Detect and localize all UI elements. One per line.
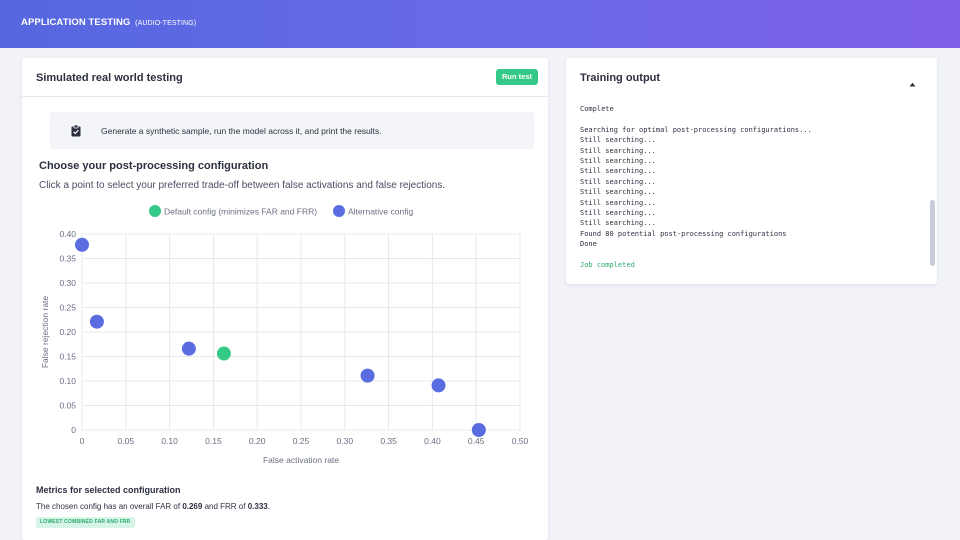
- x-tick-label: 0.25: [293, 436, 310, 446]
- info-box: Generate a synthetic sample, run the mod…: [50, 112, 534, 149]
- training-output-card: Training output Complete Searching for op…: [566, 58, 937, 284]
- alternative-config-point[interactable]: [89, 314, 104, 329]
- y-tick-label: 0.35: [59, 254, 76, 264]
- log-line: Found 80 potential post-processing confi…: [580, 229, 787, 238]
- frr-value: 0.333: [247, 502, 268, 511]
- x-tick-label: 0.20: [249, 436, 266, 446]
- log-line: [580, 114, 920, 124]
- y-tick-label: 0.40: [59, 229, 76, 239]
- y-tick-label: 0.15: [59, 352, 76, 362]
- caret-up-icon[interactable]: [909, 74, 916, 92]
- x-tick-label: 0.05: [118, 436, 135, 446]
- scatter-chart: 0 0.05 0.10 0.15 0.20 0.25 0.30 0.35 0.40 0.45 0.5…: [40, 229, 529, 465]
- alternative-config-point[interactable]: [181, 341, 196, 356]
- x-tick-label: 0.10: [161, 436, 178, 446]
- log-line: [580, 249, 920, 259]
- default-config-point[interactable]: [216, 346, 231, 361]
- legend-default-dot: [149, 205, 161, 217]
- log-line: Still searching...: [580, 188, 656, 197]
- training-log[interactable]: Complete Searching for optimal post-proce…: [580, 98, 920, 276]
- alternative-config-point[interactable]: [75, 237, 89, 252]
- info-text: Generate a synthetic sample, run the mod…: [101, 126, 382, 136]
- metrics-prefix: The chosen config has an overall FAR of: [36, 502, 183, 511]
- app-title: APPLICATION TESTING (AUDIO-TESTING): [21, 17, 196, 28]
- y-tick-label: 0.05: [59, 401, 76, 411]
- log-line: Still searching...: [580, 146, 656, 155]
- metrics-mid: and FRR of: [202, 502, 248, 511]
- x-tick-label: 0.40: [424, 436, 441, 446]
- section-title: Choose your post-processing configuratio…: [39, 160, 269, 172]
- y-axis-label: False rejection rate: [40, 296, 50, 369]
- card-header: Simulated real world testing Run test: [22, 58, 548, 97]
- y-tick-label: 0.30: [59, 278, 76, 288]
- log-line: Still searching...: [580, 167, 656, 176]
- metrics-text: The chosen config has an overall FAR of …: [36, 502, 270, 511]
- x-tick-label: 0: [80, 436, 85, 446]
- alternative-config-point[interactable]: [431, 378, 446, 393]
- log-scrollbar-thumb[interactable]: [930, 200, 935, 266]
- log-line: Still searching...: [580, 177, 656, 186]
- x-tick-label: 0.15: [205, 436, 222, 446]
- simulated-testing-card: Simulated real world testing Run test Ge…: [22, 58, 548, 540]
- chart-legend: Default config (minimizes FAR and FRR) A…: [22, 205, 548, 220]
- metrics-title: Metrics for selected configuration: [36, 485, 181, 495]
- status-badge: LOWEST COMBINED FAR AND FRR: [36, 517, 135, 528]
- card-title: Simulated real world testing: [36, 72, 183, 84]
- app-title-text: APPLICATION TESTING: [21, 17, 131, 28]
- log-line: Still searching...: [580, 208, 656, 217]
- x-tick-label: 0.35: [380, 436, 397, 446]
- card-title: Training output: [580, 72, 661, 84]
- legend-alternative-dot: [333, 205, 345, 217]
- log-line: Complete: [580, 105, 614, 113]
- legend-alternative-label: Alternative config: [348, 206, 414, 217]
- x-tick-label: 0.45: [468, 436, 485, 446]
- app-header: APPLICATION TESTING (AUDIO-TESTING): [0, 0, 960, 48]
- metrics-suffix: .: [267, 502, 270, 511]
- alternative-config-point[interactable]: [360, 368, 375, 383]
- log-line: Job completed: [580, 260, 635, 269]
- section-subtitle: Click a point to select your preferred t…: [39, 180, 446, 191]
- log-line: Still searching...: [580, 156, 656, 165]
- log-line: Still searching...: [580, 198, 656, 207]
- app-subtitle: (AUDIO-TESTING): [135, 20, 197, 27]
- y-tick-label: 0.10: [59, 376, 76, 386]
- y-tick-label: 0.20: [59, 327, 76, 337]
- log-line: Searching for optimal post-processing co…: [580, 125, 812, 134]
- x-axis-label: False activation rate: [263, 455, 339, 465]
- x-tick-label: 0.50: [512, 436, 529, 446]
- legend-alternative[interactable]: Alternative config: [333, 205, 414, 218]
- far-value: 0.269: [182, 502, 203, 511]
- legend-default[interactable]: Default config (minimizes FAR and FRR): [149, 205, 318, 218]
- legend-default-label: Default config (minimizes FAR and FRR): [164, 206, 318, 217]
- log-line: Still searching...: [580, 136, 656, 145]
- log-line: Still searching...: [580, 219, 656, 228]
- log-line: Done: [580, 240, 597, 249]
- x-tick-label: 0.30: [337, 436, 354, 446]
- y-tick-label: 0: [71, 425, 76, 435]
- alternative-config-point[interactable]: [471, 423, 486, 437]
- run-test-button[interactable]: Run test: [496, 69, 538, 85]
- y-tick-label: 0.25: [59, 303, 76, 313]
- clipboard-check-icon: [71, 124, 81, 142]
